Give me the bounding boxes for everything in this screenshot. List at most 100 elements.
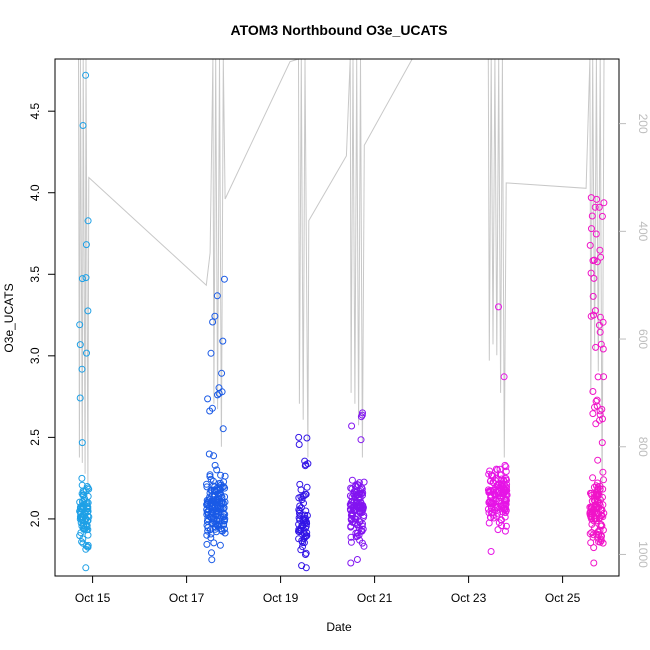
data-point-flight-4 [356,518,364,526]
data-point-flight-2 [207,534,215,542]
data-point-flight-3 [295,527,302,535]
x-tick-label: Oct 25 [545,591,581,605]
y-axis: 2.0 2.5 3.0 3.5 4.0 4.5 [28,103,55,527]
data-point-flight-2 [204,395,212,403]
data-point-flight-2 [206,473,214,480]
data-point-flight-4 [353,556,361,563]
data-point-flight-2 [207,500,215,508]
data-point-flight-1 [80,491,88,499]
data-point-flight-6 [590,274,598,282]
data-point-flight-5 [498,475,506,483]
data-point-flight-4 [355,494,363,502]
data-point-flight-5 [485,470,493,478]
data-points-group [76,71,608,572]
data-point-flight-6 [594,527,602,535]
data-point-flight-5 [502,522,510,530]
y-tick-label: 2.5 [28,429,42,446]
data-point-flight-1 [84,505,92,512]
data-point-flight-1 [80,499,88,507]
data-point-flight-3 [301,462,309,470]
data-point-flight-1 [78,474,86,482]
y-tick-label: 2.0 [28,510,42,527]
data-point-flight-5 [488,498,496,506]
data-point-flight-6 [589,292,597,300]
data-point-flight-6 [590,544,598,552]
data-point-flight-6 [597,496,604,504]
data-point-flight-5 [489,511,497,519]
data-point-flight-1 [80,522,88,530]
x-tick-label: Oct 17 [169,591,205,605]
data-point-flight-1 [79,122,87,129]
data-point-flight-2 [213,292,221,300]
data-point-flight-2 [220,521,228,529]
data-point-flight-5 [492,465,500,473]
data-point-flight-1 [78,538,86,546]
data-point-flight-6 [588,520,596,528]
data-point-flight-5 [496,471,504,479]
data-point-flight-6 [586,241,594,249]
data-point-flight-6 [587,490,595,498]
data-point-flight-6 [597,506,605,514]
data-point-flight-1 [82,515,90,523]
data-point-flight-1 [77,508,85,516]
data-point-flight-1 [80,496,88,504]
plot-frame [54,58,620,577]
data-point-flight-5 [501,461,509,469]
data-point-flight-2 [221,472,229,480]
data-point-flight-6 [599,415,606,423]
data-point-flight-1 [81,512,89,520]
data-point-flight-2 [211,461,219,469]
data-point-flight-2 [213,466,221,474]
y2-tick-label: 400 [636,221,650,241]
data-point-flight-2 [207,349,215,357]
data-point-flight-2 [219,425,227,433]
data-point-flight-2 [206,502,214,510]
data-point-flight-3 [303,532,311,540]
data-point-flight-2 [216,541,224,549]
data-point-flight-6 [597,253,605,261]
data-point-flight-6 [586,510,594,518]
data-point-flight-3 [303,483,311,491]
data-point-flight-5 [502,463,510,471]
data-point-flight-2 [217,471,225,479]
data-point-flight-2 [203,480,210,488]
data-point-flight-6 [589,388,597,395]
data-point-flight-3 [300,492,308,500]
y2-axis: 200 400 600 800 1000 [619,114,650,568]
data-point-flight-4 [347,502,355,510]
data-point-flight-6 [594,485,602,493]
data-point-flight-4 [348,497,356,505]
data-point-flight-3 [302,551,309,558]
data-point-flight-1 [84,484,92,492]
data-point-flight-6 [590,505,598,513]
data-point-flight-1 [76,513,84,521]
data-point-flight-2 [213,484,221,492]
data-point-flight-4 [346,505,354,513]
data-point-flight-3 [295,441,303,448]
data-point-flight-2 [208,556,216,564]
data-point-flight-6 [600,476,607,484]
data-point-flight-6 [589,474,597,482]
data-point-flight-6 [598,212,606,220]
data-point-flight-4 [348,476,356,484]
data-point-flight-1 [84,307,92,315]
y-tick-label: 3.0 [28,347,42,364]
data-point-flight-2 [210,452,218,460]
data-point-flight-2 [213,512,221,520]
data-point-flight-5 [489,486,497,494]
data-point-flight-3 [300,539,308,547]
data-point-flight-4 [351,519,359,527]
data-point-flight-5 [500,373,508,381]
data-point-flight-2 [218,369,226,377]
data-point-flight-1 [76,394,84,402]
y-tick-label: 4.0 [28,184,42,201]
data-point-flight-6 [598,522,606,530]
data-point-flight-2 [212,520,220,528]
data-point-flight-2 [208,404,216,412]
data-point-flight-4 [357,498,365,506]
x-tick-label: Oct 19 [263,591,299,605]
y-tick-label: 3.5 [28,266,42,283]
data-point-flight-2 [211,483,219,491]
data-point-flight-2 [219,337,227,345]
data-point-flight-3 [302,491,310,498]
